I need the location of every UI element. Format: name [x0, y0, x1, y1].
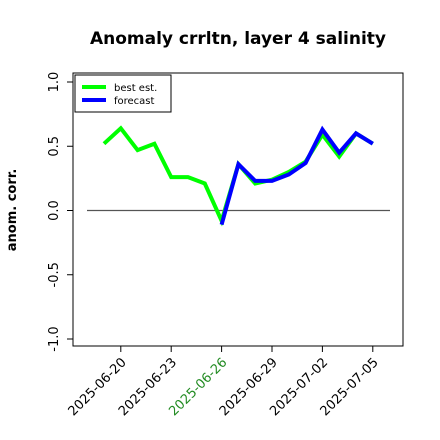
legend-box: [74, 74, 172, 113]
y-tick-label: 0.5: [47, 136, 62, 157]
y-tick-label: -1.0: [47, 326, 62, 351]
chart-title: Anomaly crrltn, layer 4 salinity: [90, 29, 386, 49]
y-tick-label: -0.5: [47, 262, 62, 287]
y-axis-label: anom. corr.: [5, 169, 20, 252]
y-tick-label: 1.0: [47, 72, 62, 93]
legend-label: forecast: [114, 96, 155, 107]
series-forecast-line: [219, 125, 374, 226]
y-tick-label: 0.0: [47, 200, 62, 221]
legend-label: best est.: [114, 83, 157, 94]
plot-frame: [72, 72, 404, 347]
legend: best est. forecast: [74, 74, 172, 113]
